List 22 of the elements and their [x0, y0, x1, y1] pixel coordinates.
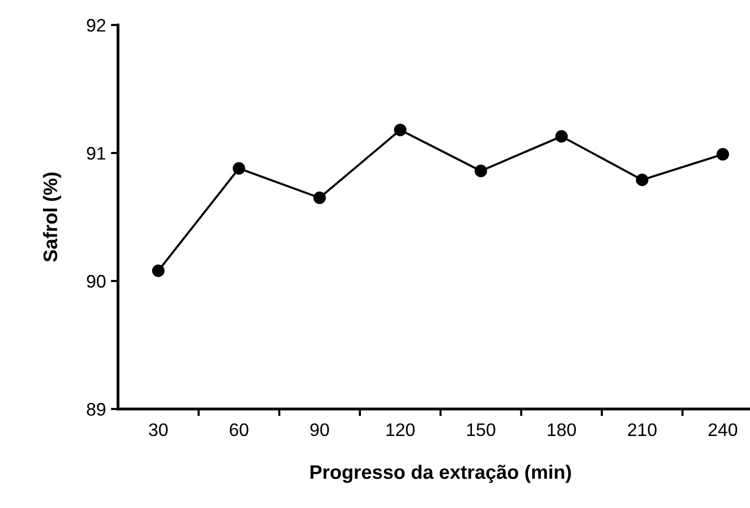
y-tick-label: 90	[86, 274, 106, 288]
x-tick-label: 90	[310, 423, 329, 436]
x-tick-label: 180	[548, 423, 576, 436]
point	[716, 148, 730, 161]
x-axis-title: Progresso da extração (min)	[310, 464, 571, 483]
point	[232, 162, 246, 175]
x-tick-label: 120	[386, 423, 415, 436]
x-tick-label: 210	[628, 423, 657, 436]
point	[474, 164, 488, 178]
point	[555, 130, 568, 143]
point	[394, 124, 406, 136]
y-tick-label: 89	[86, 402, 106, 416]
y-tick-label: 92	[86, 18, 106, 32]
x-tick-label: 30	[148, 423, 168, 436]
point	[152, 264, 165, 278]
x-tick-label: 60	[230, 423, 248, 436]
x-tick-label: 240	[708, 423, 738, 436]
y-axis-title: Safrol (%)	[42, 172, 62, 262]
point	[636, 174, 648, 186]
y-tick-label: 91	[86, 146, 106, 160]
x-tick-label: 150	[467, 423, 496, 436]
point	[313, 192, 326, 204]
